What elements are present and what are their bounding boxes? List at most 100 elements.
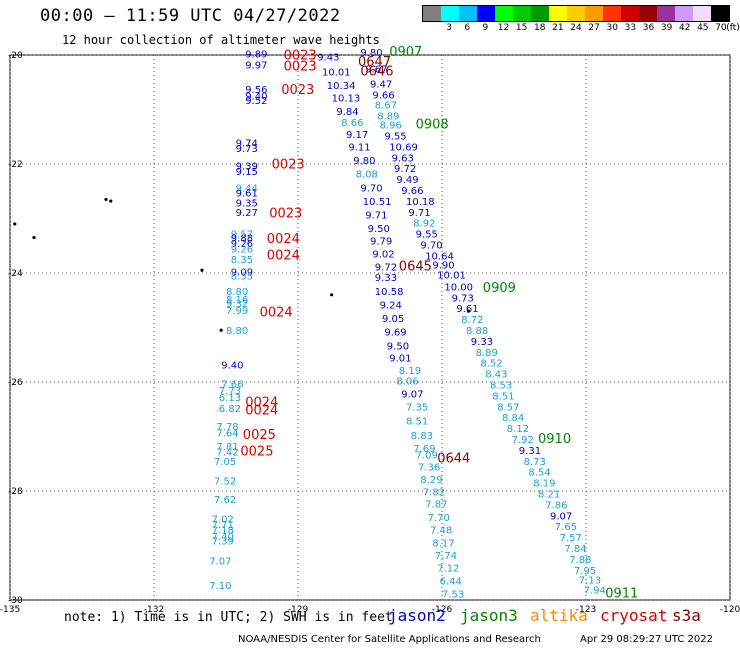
longitude-tick-label: -123 [576,605,596,615]
swh-observation-label: 8.83 [411,431,433,442]
map-title: 00:00 – 11:59 UTC 04/27/2022 [40,6,341,26]
satellite-name-jason3: jason3 [460,606,518,625]
latitude-tick-label: -26 [8,378,23,388]
swh-observation-label: 7.81 [216,442,238,453]
swh-observation-label: 8.12 [507,424,529,435]
swh-observation-label: 10.01 [322,68,351,79]
swh-observation-label: 9.26 [231,239,253,250]
swh-observation-label: 8.57 [497,402,519,413]
swh-observation-label: 7.73 [219,386,241,397]
swh-observation-label: 7.62 [214,495,236,506]
swh-observation-label: 7.82 [423,487,445,498]
pass-time-label: 0645 [399,259,432,274]
pass-time-label: 0911 [605,586,638,601]
legend-unit-label: (ft) [726,23,740,33]
swh-observation-label: 9.01 [389,353,411,364]
swh-observation-label: 9.73 [236,144,258,155]
swh-observation-label: 9.66 [401,186,423,197]
legend-tick-label: 9 [482,23,489,33]
swh-observation-label: 8.80 [226,287,248,298]
legend-swatch [585,6,603,21]
legend-tick-label: 12 [497,23,510,33]
swh-observation-label: 9.56 [245,85,267,96]
legend-swatch [531,6,549,21]
satellite-name-altika: altika [530,606,588,625]
swh-observation-label: 9.44 [236,183,258,194]
swh-observation-label: 9.24 [380,300,402,311]
swh-observation-label: 9.90 [432,261,454,272]
swh-observation-label: 7.09 [416,450,438,461]
swh-observation-label: 7.87 [425,499,447,510]
legend-tick-label: 42 [678,23,691,33]
legend-swatch-bar [422,5,730,22]
swh-observation-label: 7.66 [221,379,243,390]
swh-observation-label: 10.00 [444,282,473,293]
footer-note: note: 1) Time is in UTC; 2) SWH is in fe… [64,610,393,625]
swh-observation-label: 9.43 [317,52,339,63]
swh-observation-label: 6.44 [440,577,462,588]
legend-swatch [423,6,441,21]
swh-observation-label: 9.72 [394,164,416,175]
legend-swatch [441,6,459,21]
swh-observation-label: 9.66 [372,91,394,102]
swh-observation-label: 10.51 [363,197,392,208]
island-marker [200,268,204,272]
swh-observation-label: 6.82 [219,404,241,415]
swh-observation-label: 9.57 [231,230,253,241]
swh-observation-label: 9.55 [384,131,406,142]
swh-observation-label: 7.10 [209,581,231,592]
swh-observation-label: 7.84 [564,544,586,555]
swh-observation-label: 7.39 [212,536,234,547]
swh-observation-label: 7.78 [216,422,238,433]
swh-observation-label: 8.17 [432,539,454,550]
swh-observation-label: 8.08 [356,170,378,181]
swh-observation-label: 8.54 [528,468,550,479]
swh-observation-label: 7.95 [574,566,596,577]
pass-time-label: 0023 [269,206,302,221]
swh-observation-label: 9.71 [408,208,430,219]
legend-tick-label: 18 [534,23,546,33]
satellite-name-s3a: s3a [672,606,701,625]
swh-observation-label: 7.53 [442,589,464,600]
swh-observation-label: 7.48 [430,526,452,537]
satellite-name-jason2: jason2 [388,606,446,625]
island-marker [219,328,223,332]
swh-observation-label: 9.61 [236,189,258,200]
swh-observation-label: 9.49 [396,175,418,186]
swh-observation-label: 9.17 [346,130,368,141]
swh-observation-label: 9.11 [348,142,370,153]
swh-observation-label: 8.16 [226,295,248,306]
swh-observation-label: 9.07 [550,511,572,522]
swh-observation-label: 9.40 [245,92,267,103]
swh-observation-label: 9.97 [245,61,267,72]
swh-observation-label: 9.55 [416,230,438,241]
swh-observation-label: 9.31 [519,446,541,457]
swh-observation-label: 9.79 [370,237,392,248]
legend-tick-label: 33 [624,23,637,33]
legend-tick-label: 15 [515,23,528,33]
swh-observation-label: 10.64 [425,251,454,262]
swh-observation-label: 7.74 [435,551,457,562]
pass-time-label: 0646 [360,65,393,80]
swh-observation-label: 8.66 [341,118,363,129]
longitude-tick-label: -120 [720,605,740,615]
legend-swatch [459,6,477,21]
island-marker [330,293,334,297]
legend-swatch [549,6,567,21]
island-marker [13,222,17,226]
swh-observation-label: 7.64 [216,429,238,440]
swh-observation-label: 8.29 [420,475,442,486]
pass-time-label: 0023 [284,48,317,63]
swh-observation-label: 10.34 [327,81,356,92]
swh-observation-label: 7.88 [569,555,591,566]
legend-swatch [603,6,621,21]
legend-tick-label: 36 [642,23,655,33]
pass-time-label: 0023 [284,59,317,74]
pass-time-label: 0910 [538,432,571,447]
legend-tick-label: 21 [552,23,564,33]
swh-observation-label: 9.50 [368,224,390,235]
pass-time-label: 0025 [243,428,276,443]
swh-observation-label: 9.74 [236,139,258,150]
swh-observation-label: 8.92 [413,219,435,230]
